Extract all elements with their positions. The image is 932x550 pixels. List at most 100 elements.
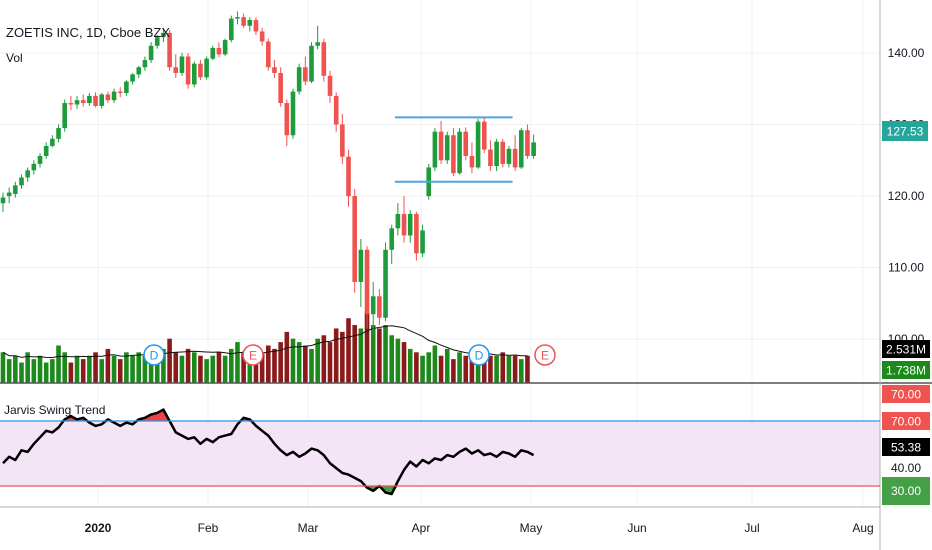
candle-body <box>284 103 290 136</box>
volume-bar <box>303 345 308 383</box>
candle-body <box>407 213 413 236</box>
time-tick-label: Jun <box>627 521 646 535</box>
candle-body <box>204 58 209 78</box>
volume-label: Vol <box>6 51 23 65</box>
candle-body <box>494 141 499 167</box>
indicator-label[interactable]: Jarvis Swing Trend <box>4 403 105 417</box>
volume-bar <box>358 328 364 383</box>
candle-body <box>389 228 395 250</box>
volume-bar <box>290 338 296 383</box>
volume-bar <box>43 362 49 383</box>
volume-bar <box>518 359 524 383</box>
time-tick-label: Jul <box>744 521 759 535</box>
volume-bar <box>204 359 209 383</box>
volume-bar <box>370 325 376 383</box>
candle-body <box>463 131 469 156</box>
candle-body <box>43 145 49 156</box>
volume-badge-1-label: 2.531M <box>886 343 926 357</box>
time-tick-label: 2020 <box>85 521 112 535</box>
volume-bar <box>253 359 259 383</box>
volume-bar <box>407 348 413 383</box>
volume-bar <box>210 355 216 383</box>
volume-bar <box>148 352 154 383</box>
candle-body <box>358 249 364 282</box>
volume-bar <box>117 359 123 383</box>
indicator-lower-label: 30.00 <box>891 484 921 498</box>
volume-bar <box>93 352 98 383</box>
time-tick-label: Mar <box>298 521 319 535</box>
volume-bar <box>340 331 345 383</box>
candle-body <box>475 121 481 168</box>
candle-body <box>266 41 271 68</box>
candle-body <box>105 94 111 101</box>
volume-bar <box>284 331 290 383</box>
candle-body <box>395 213 401 229</box>
candle-body <box>321 42 327 76</box>
candle-body <box>167 32 172 68</box>
candle-body <box>235 17 240 19</box>
candle-body <box>142 60 148 68</box>
volume-bar <box>327 342 333 383</box>
price-tick-label: 120.00 <box>888 189 925 203</box>
volume-bar <box>420 355 425 383</box>
candle-body <box>68 103 74 105</box>
time-tick-label: Feb <box>198 521 219 535</box>
candle-body <box>241 17 246 26</box>
candle-body <box>179 56 185 73</box>
candle-body <box>340 124 345 157</box>
volume-bar <box>457 352 462 383</box>
volume-bar <box>469 355 475 383</box>
candle-body <box>19 177 24 186</box>
volume-bar <box>19 362 24 383</box>
candle-body <box>518 130 524 168</box>
oscillator-band <box>0 421 880 486</box>
candle-body <box>130 74 135 82</box>
time-tick-label: May <box>520 521 543 535</box>
candle-body <box>512 148 518 168</box>
volume-bar <box>154 355 160 383</box>
candle-body <box>210 47 216 59</box>
candle-body <box>80 100 86 104</box>
volume-bar <box>309 348 314 383</box>
volume-bar <box>494 355 499 383</box>
indicator-upper-badge-2 <box>882 412 930 430</box>
indicator-value-badge <box>882 438 930 456</box>
last-price-label: 127.53 <box>887 125 924 139</box>
volume-bar <box>432 345 438 383</box>
volume-bar <box>321 335 327 383</box>
candle-body <box>247 20 253 26</box>
candle-body <box>525 130 530 156</box>
price-candles <box>0 11 536 336</box>
volume-bar <box>266 345 271 383</box>
candle-body <box>25 170 30 178</box>
event-marker-label: E <box>249 349 257 363</box>
candle-body <box>303 67 308 82</box>
last-price-badge <box>882 121 928 141</box>
candle-body <box>87 95 92 104</box>
candle-body <box>272 67 277 73</box>
candle-body <box>364 249 370 315</box>
volume-bar <box>0 352 6 383</box>
volume-bar <box>438 355 444 383</box>
volume-bar <box>124 352 129 383</box>
candle-body <box>500 141 506 164</box>
volume-bar <box>216 352 222 383</box>
volume-bar <box>377 328 382 383</box>
candle-body <box>148 45 154 61</box>
volume-bar <box>50 359 55 383</box>
candle-body <box>327 75 333 96</box>
candle-body <box>488 149 493 167</box>
candle-body <box>37 156 43 164</box>
candle-body <box>315 42 320 46</box>
time-axis[interactable]: 2020 Feb Mar Apr May Jun Jul Aug <box>85 521 874 535</box>
volume-bar <box>136 352 142 383</box>
candle-body <box>469 156 475 168</box>
volume-bar <box>352 325 357 383</box>
volume-bar <box>191 352 197 383</box>
volume-bar <box>167 338 172 383</box>
volume-bar <box>488 355 493 383</box>
volume-bar <box>481 352 487 383</box>
